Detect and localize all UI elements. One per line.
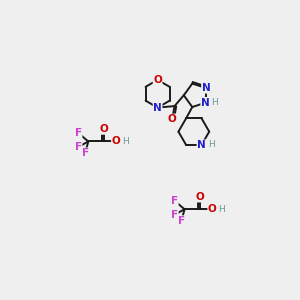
Text: F: F: [82, 148, 89, 158]
Text: O: O: [196, 192, 204, 202]
Text: F: F: [171, 210, 178, 220]
Text: H: H: [212, 98, 218, 107]
Text: N: N: [202, 83, 210, 93]
Text: F: F: [178, 216, 185, 226]
Text: N: N: [153, 103, 162, 112]
Text: F: F: [75, 128, 82, 138]
Text: F: F: [171, 196, 178, 206]
Text: O: O: [99, 124, 108, 134]
Text: H: H: [218, 205, 225, 214]
Text: O: O: [112, 136, 120, 146]
Text: N: N: [201, 98, 210, 107]
Text: N: N: [197, 140, 206, 150]
Text: O: O: [208, 204, 217, 214]
Text: H: H: [208, 140, 214, 149]
Text: F: F: [75, 142, 82, 152]
Text: O: O: [153, 75, 162, 85]
Text: H: H: [122, 137, 129, 146]
Text: O: O: [168, 114, 177, 124]
